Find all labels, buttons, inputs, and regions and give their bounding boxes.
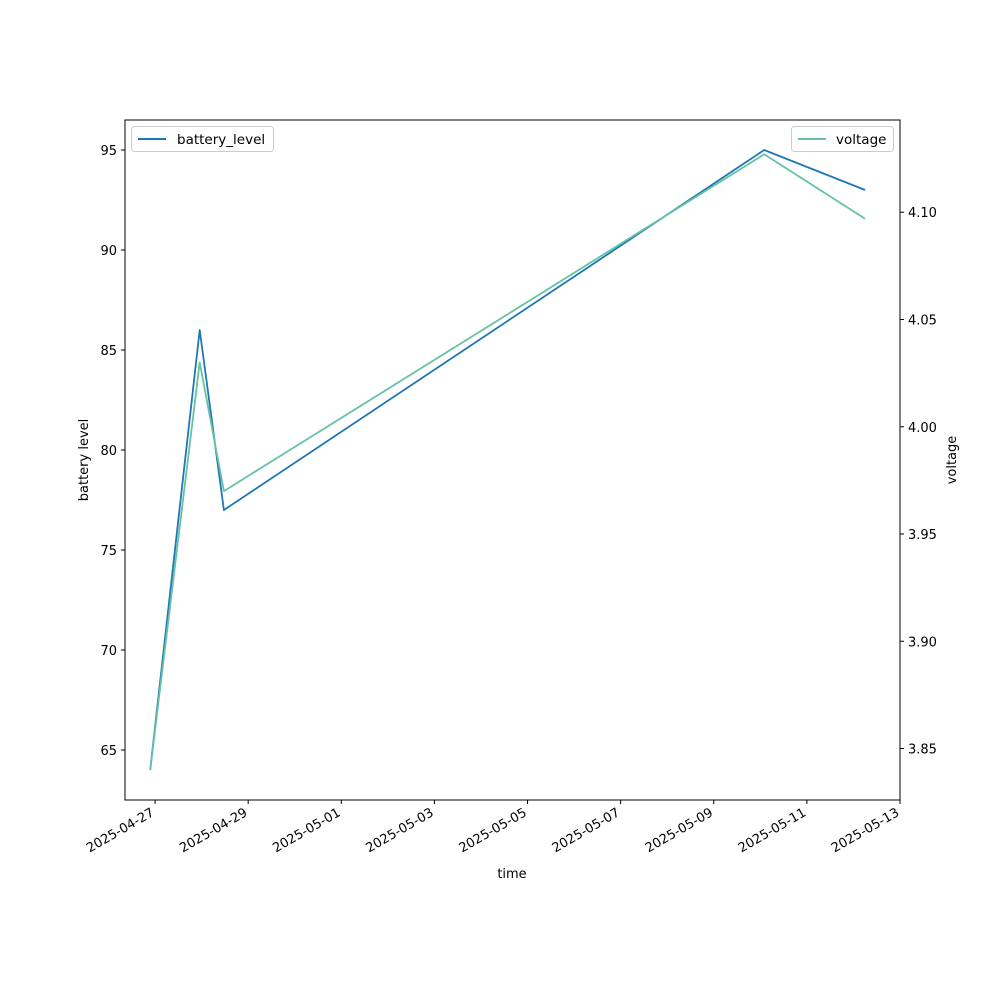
y-tick-label: 95 — [100, 144, 117, 159]
plot-area — [124, 119, 901, 801]
x-tick-label: 2025-05-11 — [736, 805, 809, 856]
series-line-voltage — [149, 153, 866, 771]
series-line-battery-level — [149, 149, 866, 771]
x-tick-label: 2025-05-09 — [643, 805, 716, 856]
y-axis-right: 3.85 3.90 3.95 4.00 4.05 4.10 — [900, 206, 937, 758]
x-tick-label: 2025-05-07 — [550, 805, 623, 856]
legend-right-box — [791, 126, 894, 152]
plot-frame — [124, 119, 901, 801]
x-tick-label: 2025-04-29 — [177, 805, 250, 856]
y-tick-label: 90 — [100, 244, 117, 259]
y2-tick-label: 4.10 — [908, 206, 937, 221]
legend-left-label: battery_level — [177, 132, 265, 148]
y-tick-label: 70 — [100, 644, 117, 659]
x-tick-label: 2025-05-01 — [270, 805, 343, 856]
y2-tick-label: 4.00 — [908, 421, 937, 436]
y2-tick-label: 3.95 — [908, 528, 937, 543]
x-axis-title: time — [497, 867, 526, 882]
series-layer — [149, 149, 866, 771]
y2-tick-label: 3.90 — [908, 635, 937, 650]
y-axis-title: battery level — [77, 419, 92, 502]
x-axis: 2025-04-27 2025-04-29 2025-05-01 2025-05-03… — [84, 800, 902, 856]
y-tick-label: 65 — [100, 744, 117, 759]
x-tick-label: 2025-05-13 — [829, 805, 902, 856]
y-axis-left: 65 70 75 80 85 90 95 — [100, 144, 125, 759]
legend-left-box — [131, 126, 274, 152]
y2-axis-title: voltage — [945, 436, 960, 485]
legend-right-label: voltage — [836, 132, 886, 148]
x-tick-label: 2025-04-27 — [84, 805, 157, 856]
y-tick-label: 80 — [100, 444, 117, 459]
legend-right: voltage — [791, 126, 894, 152]
legend-left: battery_level — [131, 126, 274, 152]
y2-tick-label: 3.85 — [908, 743, 937, 758]
x-tick-label: 2025-05-03 — [363, 805, 436, 856]
x-tick-label: 2025-05-05 — [457, 805, 530, 856]
y-tick-label: 75 — [100, 544, 117, 559]
y2-tick-label: 4.05 — [908, 313, 937, 328]
y-tick-label: 85 — [100, 344, 117, 359]
